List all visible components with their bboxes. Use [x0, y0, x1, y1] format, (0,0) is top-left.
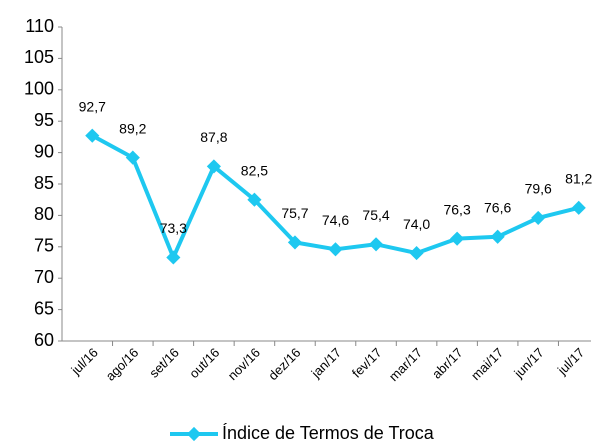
point [206, 159, 221, 174]
point [247, 192, 262, 207]
point [287, 235, 303, 250]
x-tick-label: jun/17 [510, 345, 546, 381]
data-label: 74,0 [403, 216, 430, 232]
x-tick-label: mai/17 [468, 345, 506, 383]
x-tick-label: nov/16 [225, 345, 263, 383]
data-label: 79,6 [525, 181, 552, 197]
y-tick-label: 95 [34, 110, 54, 130]
series-line [91, 133, 580, 260]
data-label: 87,8 [200, 129, 227, 145]
x-tick-label: jul/17 [554, 345, 587, 378]
point [328, 242, 343, 257]
data-label: 81,2 [565, 171, 592, 187]
y-tick-label: 80 [34, 204, 54, 224]
point [166, 250, 181, 265]
point [531, 210, 546, 225]
y-tick-label: 105 [24, 47, 54, 67]
point [571, 200, 586, 215]
y-tick-label: 65 [34, 298, 54, 318]
legend: Índice de Termos de Troca [170, 423, 435, 443]
y-tick-label: 110 [25, 16, 54, 36]
x-tick-label: fev/17 [349, 345, 385, 381]
x-tick-label: out/16 [186, 345, 222, 381]
data-label: 75,4 [362, 207, 389, 223]
data-label: 92,7 [79, 98, 106, 114]
legend-marker [186, 426, 202, 442]
point [409, 246, 424, 261]
data-label: 76,6 [484, 199, 511, 215]
y-tick-label: 90 [34, 141, 54, 161]
data-label: 76,3 [443, 201, 470, 217]
x-tick-label: jan/17 [308, 345, 344, 381]
y-tick-label: 75 [34, 236, 54, 256]
data-label: 89,2 [119, 120, 146, 136]
x-tick-label: set/16 [146, 345, 182, 381]
data-label: 73,3 [160, 220, 187, 236]
x-tick-label: ago/16 [103, 345, 142, 384]
y-tick-label: 70 [34, 267, 54, 287]
x-tick-label: mar/17 [386, 345, 425, 384]
y-tick-label: 100 [24, 79, 54, 99]
data-label: 74,6 [322, 212, 349, 228]
y-tick-label: 60 [34, 330, 54, 350]
x-tick-label: abr/17 [429, 345, 466, 382]
legend-label: Índice de Termos de Troca [222, 423, 435, 443]
y-tick-label: 85 [34, 173, 54, 193]
data-label: 75,7 [281, 205, 308, 221]
point [490, 229, 505, 244]
data-label: 82,5 [241, 162, 268, 178]
x-tick-label: jul/16 [68, 345, 101, 378]
point [450, 231, 465, 246]
x-tick-label: dez/16 [265, 345, 303, 383]
point [368, 237, 384, 252]
